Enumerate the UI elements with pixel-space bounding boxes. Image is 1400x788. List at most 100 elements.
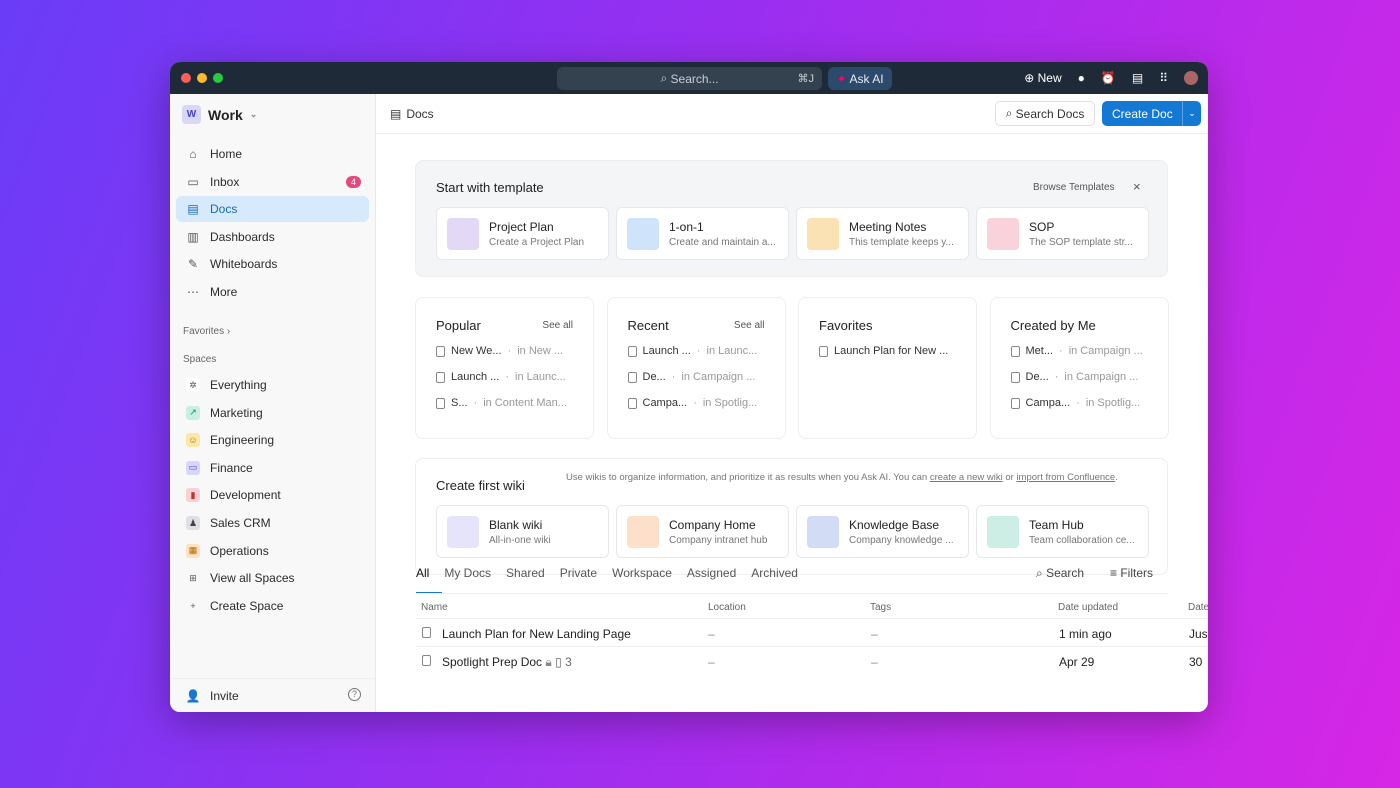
space-marketing[interactable]: ↗ Marketing [176, 400, 369, 426]
space-create-space[interactable]: + Create Space [176, 593, 369, 619]
space-view-all-spaces[interactable]: ⊞ View all Spaces [176, 565, 369, 591]
tab-my-docs[interactable]: My Docs [444, 566, 492, 580]
doc-list-recent: Recent See all Launch ... · in Launc... De...… [606, 297, 786, 439]
doc-icon [422, 655, 431, 666]
sidebar-item-inbox[interactable]: ▭ Inbox 4 [176, 169, 369, 195]
page-header: ▤ Docs ⌕ Search Docs Create Doc ⌄ [376, 94, 1208, 134]
see-all-link[interactable]: See all [542, 320, 573, 331]
apps-grid-icon[interactable]: ⠿ [1159, 71, 1168, 85]
table-search-button[interactable]: ⌕ Search [1036, 566, 1085, 580]
main-content: ▤ Docs ⌕ Search Docs Create Doc ⌄ Start wi… [376, 94, 1208, 712]
check-circle-icon[interactable]: ● [1077, 71, 1085, 85]
wiki-template-card[interactable]: Knowledge Base Company knowledge ... [796, 505, 969, 558]
sidebar-item-whiteboards[interactable]: ✎ Whiteboards [187, 257, 278, 271]
space-icon: ▮ [186, 488, 200, 503]
tab-all[interactable]: All [416, 566, 430, 580]
sidebar-item-home[interactable]: ⌂ Home [176, 141, 369, 167]
ask-ai-button[interactable]: ✦ Ask AI [828, 67, 892, 90]
template-card[interactable]: Meeting Notes This template keeps y... [796, 207, 969, 260]
close-window-button[interactable] [181, 73, 191, 83]
doc-name: Spotlight Prep Doc 🔒︎ ▯ 3 [442, 655, 572, 669]
tab-shared[interactable]: Shared [506, 566, 545, 580]
create-doc-button[interactable]: Create Doc ⌄ [1102, 101, 1201, 126]
template-card[interactable]: SOP The SOP template str... [976, 207, 1149, 260]
inbox-badge: 4 [345, 175, 361, 188]
new-button[interactable]: ⊕ New [1024, 71, 1062, 85]
tab-private[interactable]: Private [559, 566, 598, 580]
list-item[interactable]: New We... · in New ... [436, 345, 563, 357]
tab-archived[interactable]: Archived [751, 566, 798, 580]
wiki-template-card[interactable]: Team Hub Team collaboration ce... [976, 505, 1149, 558]
space-development[interactable]: ▮ Development [176, 482, 369, 508]
filters-button[interactable]: ≡ Filters [1110, 566, 1154, 580]
list-item[interactable]: De... · in Campaign ... [627, 371, 755, 383]
space-operations[interactable]: ▦ Operations [176, 538, 369, 564]
space-sales-crm[interactable]: ♟ Sales CRM [176, 510, 369, 536]
browse-templates-link[interactable]: Browse Templates [1033, 182, 1115, 193]
search-docs-button[interactable]: ⌕ Search Docs [995, 101, 1095, 126]
column-header[interactable]: Location [708, 602, 746, 613]
column-header[interactable]: Name [421, 602, 448, 613]
tab-workspace[interactable]: Workspace [612, 566, 672, 580]
list-item[interactable]: Campa... · in Spotlig... [1010, 397, 1140, 409]
column-header[interactable]: Date updated [1058, 602, 1119, 613]
table-row[interactable]: Spotlight Prep Doc 🔒︎ ▯ 3– – Apr 29 30 [416, 646, 1208, 674]
global-search[interactable]: ⌕ Search... ⌘J [557, 67, 822, 90]
sidebar-item-docs[interactable]: ▤ Docs [176, 196, 369, 222]
doc-icon [436, 397, 445, 409]
space-icon: ↗ [186, 405, 200, 420]
list-item[interactable]: Launch ... · in Launc... [436, 371, 566, 383]
maximize-window-button[interactable] [213, 73, 223, 83]
see-all-link[interactable]: See all [733, 320, 765, 331]
sparkle-icon: ✦ [836, 71, 847, 86]
space-finance[interactable]: ▭ Finance [176, 455, 369, 481]
list-item[interactable]: S... · in Content Man... [436, 397, 567, 409]
template-thumbnail [807, 217, 839, 250]
column-header[interactable]: Date [1188, 602, 1208, 613]
list-item[interactable]: Met... · in Campaign ... [1010, 345, 1143, 357]
template-card[interactable]: Project Plan Create a Project Plan [436, 207, 609, 260]
help-icon[interactable]: ? [348, 688, 361, 701]
create-wiki-link[interactable]: create a new wiki [929, 472, 1003, 483]
doc-tabs: All My Docs Shared Private Workspace Assigned… [416, 566, 798, 580]
sidebar-item-dashboards[interactable]: ▥ Dashboards [187, 229, 275, 244]
inbox-icon: ▭ [187, 174, 199, 189]
sidebar-footer: 👤 Invite ? [170, 678, 375, 712]
list-item[interactable]: Launch ... · in Launc... [627, 345, 757, 357]
favorites-section[interactable]: Favorites › [183, 326, 231, 337]
close-icon[interactable]: × [1133, 179, 1141, 194]
lock-icon: 🔒︎ [545, 655, 552, 669]
doc-list-created-by-me: Created by Me Met... · in Campaign ... De...… [989, 297, 1169, 439]
chevron-down-icon: ⌄ [249, 109, 258, 119]
doc-icon [436, 345, 445, 357]
space-icon: ✲ [186, 378, 200, 392]
space-icon: ▭ [186, 460, 200, 475]
column-header[interactable]: Tags [870, 602, 892, 613]
space-engineering[interactable]: ☺ Engineering [176, 427, 369, 453]
doc-name: Launch Plan for New Landing Page [442, 627, 631, 641]
template-card[interactable]: 1-on-1 Create and maintain a... [616, 207, 789, 260]
list-item[interactable]: De... · in Campaign ... [1010, 371, 1138, 383]
minimize-window-button[interactable] [197, 73, 207, 83]
sidebar-item-more[interactable]: ⋯ More [187, 284, 238, 299]
alarm-clock-icon[interactable]: ⏰ [1100, 71, 1116, 85]
import-confluence-link[interactable]: import from Confluence [1016, 472, 1116, 483]
notepad-icon[interactable]: ▤ [1131, 71, 1144, 85]
app-window: ⌕ Search... ⌘J ✦ Ask AI ⊕ New ● ⏰ ▤ ⠿ W Wor… [170, 62, 1208, 712]
list-item[interactable]: Launch Plan for New ... [819, 345, 948, 357]
doc-icon: ▤ [390, 107, 402, 121]
space-everything[interactable]: ✲ Everything [176, 372, 369, 398]
wiki-template-card[interactable]: Blank wiki All-in-one wiki [436, 505, 609, 558]
avatar[interactable] [1184, 71, 1198, 85]
tab-assigned[interactable]: Assigned [686, 566, 737, 580]
invite-button[interactable]: 👤 Invite [185, 689, 239, 703]
template-thumbnail [627, 217, 659, 250]
wiki-template-card[interactable]: Company Home Company intranet hub [616, 505, 789, 558]
create-doc-dropdown[interactable]: ⌄ [1182, 101, 1201, 126]
wiki-thumbnail [447, 515, 479, 548]
table-row[interactable]: Launch Plan for New Landing Page – –1 min … [416, 618, 1208, 646]
search-icon: ⌕ [1005, 106, 1016, 120]
space-icon: ♟ [186, 516, 200, 530]
workspace-switcher[interactable]: W Work ⌄ [182, 105, 257, 124]
list-item[interactable]: Campa... · in Spotlig... [627, 397, 757, 409]
